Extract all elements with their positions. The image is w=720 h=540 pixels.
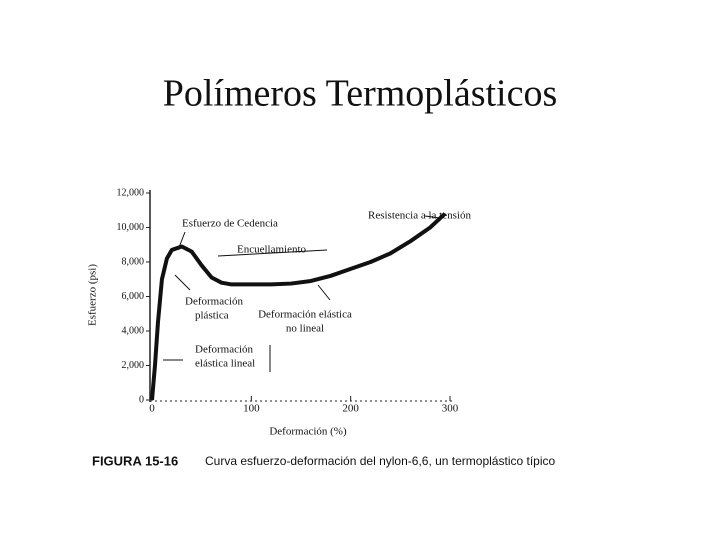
annotation: Resistencia a la tensión	[368, 210, 471, 222]
annotation: Esfuerzo de Cedencia	[182, 218, 278, 230]
caption-label: FIGURA 15-16	[92, 453, 178, 468]
annotation: plástica	[195, 310, 229, 322]
y-tick-label: 4,000	[122, 325, 145, 336]
y-tick-label: 10,000	[117, 222, 145, 233]
x-tick-label: 300	[442, 403, 459, 415]
annotation: Encuellamiento	[237, 244, 307, 256]
y-tick-label: 0	[139, 394, 144, 405]
data-line	[150, 212, 447, 401]
annotation: Deformación elástica	[258, 309, 352, 321]
slide-title: Polímeros Termoplásticos	[163, 73, 558, 115]
annotation: no lineal	[286, 323, 324, 335]
annotation: Deformación	[195, 344, 254, 356]
caption-text: Curva esfuerzo-deformación del nylon-6,6…	[205, 454, 556, 468]
annotation: elástica lineal	[195, 358, 255, 370]
x-axis-label: Deformación (%)	[269, 426, 347, 438]
y-tick-label: 8,000	[122, 256, 145, 267]
y-axis-label: Esfuerzo (psi)	[87, 264, 99, 326]
y-tick-label: 6,000	[122, 291, 145, 302]
x-tick-label: 0	[149, 403, 155, 415]
y-tick-label: 12,000	[117, 187, 145, 198]
y-tick-label: 2,000	[122, 360, 145, 371]
x-tick-label: 200	[342, 403, 359, 415]
x-tick-label: 100	[243, 403, 260, 415]
annotation: Deformación	[185, 296, 244, 308]
